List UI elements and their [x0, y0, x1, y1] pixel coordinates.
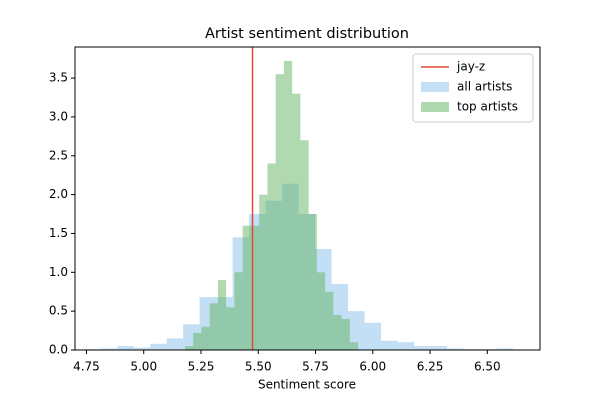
bar	[184, 346, 194, 350]
y-tick-label: 1.5	[49, 226, 68, 240]
bar	[150, 343, 167, 350]
bar	[201, 326, 210, 350]
x-tick-label: 5.75	[302, 360, 329, 374]
bar	[349, 342, 359, 350]
bar	[333, 315, 342, 350]
bar	[300, 140, 309, 350]
bar	[209, 303, 218, 350]
bar	[414, 346, 431, 350]
y-tick-label: 3.5	[49, 71, 68, 85]
bar	[275, 74, 284, 350]
bar	[283, 60, 293, 350]
bar	[117, 346, 134, 350]
bar	[292, 93, 301, 350]
bar	[325, 291, 334, 350]
bar	[234, 272, 243, 350]
x-tick-label: 5.25	[188, 360, 215, 374]
bar	[242, 225, 251, 350]
x-tick-label: 6.50	[474, 360, 501, 374]
x-tick-label: 4.75	[73, 360, 100, 374]
bar	[348, 311, 365, 350]
x-tick-label: 5.00	[130, 360, 157, 374]
y-tick-label: 2.0	[49, 187, 68, 201]
bar	[397, 342, 415, 350]
x-tick-label: 6.00	[359, 360, 386, 374]
y-tick-label: 0.0	[49, 343, 68, 357]
bar	[364, 322, 382, 350]
bar	[430, 346, 447, 350]
bar	[496, 348, 513, 350]
legend-swatch	[421, 102, 449, 112]
bar	[447, 348, 464, 350]
plot-frame	[74, 46, 541, 351]
bar	[226, 307, 235, 350]
bar	[250, 225, 260, 350]
bar	[100, 348, 118, 350]
x-axis-label: Sentiment score	[258, 378, 356, 392]
bar	[381, 340, 398, 350]
y-tick-label: 1.0	[49, 265, 68, 279]
y-tick-label: 3.0	[49, 109, 68, 123]
bar	[259, 194, 268, 350]
y-tick-label: 2.5	[49, 148, 68, 162]
bar	[341, 318, 350, 350]
bar	[217, 280, 227, 350]
legend-swatch	[421, 82, 449, 92]
bar	[308, 214, 317, 350]
legend-label: jay-z	[456, 60, 485, 74]
bar	[267, 163, 276, 350]
legend-label: top artists	[457, 100, 518, 114]
y-tick-label: 0.5	[49, 304, 68, 318]
x-tick-label: 6.25	[417, 360, 444, 374]
chart-title: Artist sentiment distribution	[205, 26, 409, 42]
bar	[193, 332, 202, 350]
legend-label: all artists	[457, 80, 512, 94]
x-tick-label: 5.50	[245, 360, 272, 374]
bar	[316, 272, 326, 350]
bar	[166, 338, 184, 350]
bar	[133, 347, 151, 350]
